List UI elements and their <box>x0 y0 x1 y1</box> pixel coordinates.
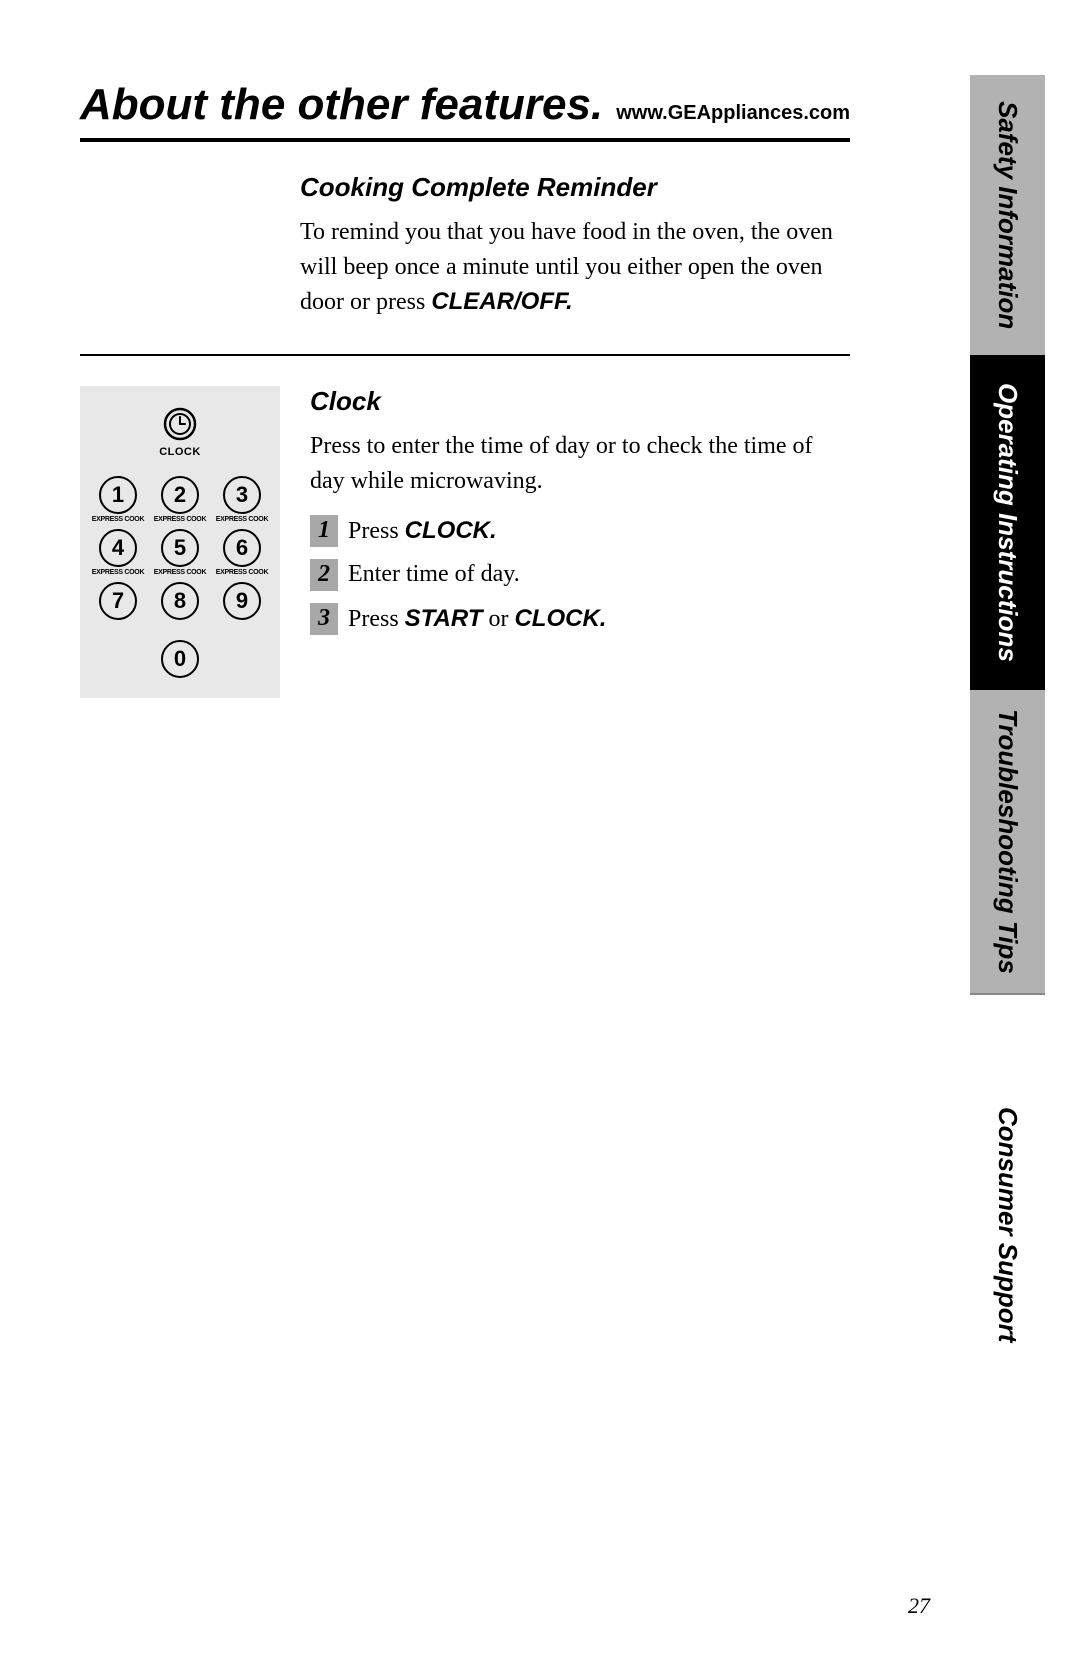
key-6[interactable]: 6 <box>223 529 261 567</box>
step-row-2: 2 Enter time of day. <box>310 559 850 591</box>
key-cell-0: 0 <box>161 640 199 678</box>
key-1[interactable]: 1 <box>99 476 137 514</box>
key-sublabel: EXPRESS COOK <box>154 569 206 576</box>
clock-intro: Press to enter the time of day or to che… <box>310 429 830 499</box>
key-sublabel: EXPRESS COOK <box>154 516 206 523</box>
page-title: About the other features. <box>80 80 603 130</box>
step-text: Press CLOCK. <box>348 515 497 545</box>
clock-button[interactable]: CLOCK <box>159 406 201 458</box>
key-cell-5: 5 EXPRESS COOK <box>152 529 208 576</box>
key-cell-2: 2 EXPRESS COOK <box>152 476 208 523</box>
key-cell-6: 6 EXPRESS COOK <box>214 529 270 576</box>
key-2[interactable]: 2 <box>161 476 199 514</box>
header-url: www.GEAppliances.com <box>616 102 850 125</box>
header-row: About the other features. www.GEApplianc… <box>80 80 850 130</box>
tab-operating-instructions[interactable]: Operating Instructions <box>970 355 1045 690</box>
title-rule <box>80 138 850 142</box>
section-clock: CLOCK 1 EXPRESS COOK 2 EXPRESS COOK 3 EXPRESS… <box>80 386 850 698</box>
section-heading-cooking: Cooking Complete Reminder <box>300 172 850 203</box>
key-9[interactable]: 9 <box>223 582 261 620</box>
step-row-3: 3 Press START or CLOCK. <box>310 603 850 635</box>
clock-content: Clock Press to enter the time of day or … <box>310 386 850 698</box>
step-row-1: 1 Press CLOCK. <box>310 515 850 547</box>
side-tab-strip: Safety Information Operating Instruction… <box>970 75 1045 1455</box>
key-cell-4: 4 EXPRESS COOK <box>90 529 146 576</box>
manual-page: Safety Information Operating Instruction… <box>0 0 1080 1669</box>
key-sublabel: EXPRESS COOK <box>216 516 268 523</box>
keypad-grid: 1EXPRESS COOK2EXPRESS COOK3EXPRESS COOK4… <box>90 476 270 678</box>
key-sublabel: EXPRESS COOK <box>92 516 144 523</box>
key-4[interactable]: 4 <box>99 529 137 567</box>
tab-troubleshooting-tips[interactable]: Troubleshooting Tips <box>970 690 1045 995</box>
key-cell-8: 8 <box>152 582 208 630</box>
step-number: 3 <box>310 603 338 635</box>
body-text-bold: CLEAR/OFF. <box>431 288 572 315</box>
clock-steps: 1 Press CLOCK. 2 Enter time of day. 3 Press S… <box>310 515 850 635</box>
zero-row: 0 <box>90 640 270 678</box>
tab-consumer-support[interactable]: Consumer Support <box>970 995 1045 1455</box>
header: About the other features. www.GEApplianc… <box>80 80 850 142</box>
tab-safety-information[interactable]: Safety Information <box>970 75 1045 355</box>
clock-label: CLOCK <box>159 446 201 458</box>
section-heading-clock: Clock <box>310 386 850 417</box>
key-3[interactable]: 3 <box>223 476 261 514</box>
key-8[interactable]: 8 <box>161 582 199 620</box>
section-cooking-complete: Cooking Complete Reminder To remind you … <box>80 172 850 319</box>
step-number: 2 <box>310 559 338 591</box>
section-body-cooking: To remind you that you have food in the … <box>300 215 840 319</box>
key-cell-7: 7 <box>90 582 146 630</box>
keypad-panel: CLOCK 1 EXPRESS COOK 2 EXPRESS COOK 3 EXPRESS… <box>80 386 280 698</box>
key-0[interactable]: 0 <box>161 640 199 678</box>
step-text: Press START or CLOCK. <box>348 603 606 633</box>
key-sublabel: EXPRESS COOK <box>92 569 144 576</box>
section-divider <box>80 354 850 356</box>
key-cell-1: 1 EXPRESS COOK <box>90 476 146 523</box>
key-5[interactable]: 5 <box>161 529 199 567</box>
key-cell-9: 9 <box>214 582 270 630</box>
key-cell-3: 3 EXPRESS COOK <box>214 476 270 523</box>
step-text: Enter time of day. <box>348 559 520 588</box>
key-7[interactable]: 7 <box>99 582 137 620</box>
page-number: 27 <box>908 1593 930 1619</box>
clock-icon <box>162 406 198 442</box>
step-number: 1 <box>310 515 338 547</box>
key-sublabel: EXPRESS COOK <box>216 569 268 576</box>
